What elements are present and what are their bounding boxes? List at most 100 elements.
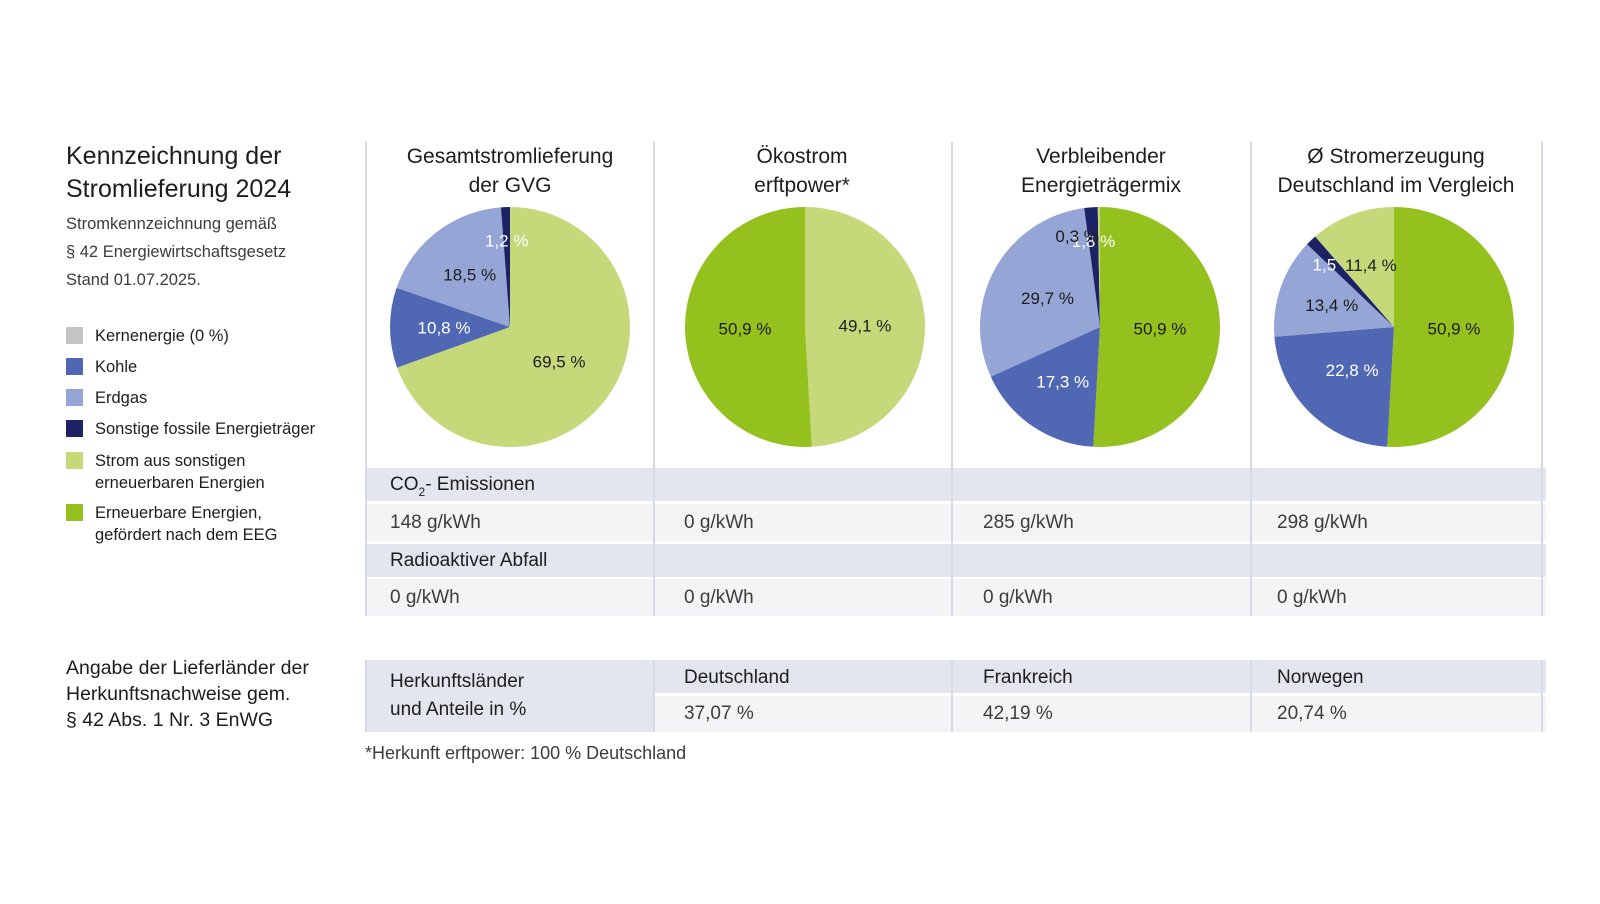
waste-header-band — [366, 544, 1546, 577]
chart-title-oekostrom: Ökostrom erftpower* — [672, 142, 932, 200]
pie-chart-verbleibender-mix: 50,9 % 17,3 % 29,7 % 1,8 %0,3 % — [980, 207, 1220, 447]
footnote: *Herkunft erftpower: 100 % Deutschland — [365, 743, 687, 763]
pie-slice — [1097, 207, 1100, 327]
column-divider — [365, 660, 367, 732]
pie-slice — [685, 207, 812, 447]
pie-slice-label: 1,8 % — [1072, 232, 1115, 251]
chart-title-line-1: Ökostrom — [756, 145, 848, 168]
column-divider — [1250, 142, 1252, 616]
column-divider — [1250, 660, 1252, 732]
origin-title-line-1: Angabe der Lieferländer der — [66, 657, 309, 679]
co2-header-band — [366, 468, 1546, 501]
legend-item-sonstige-fossile: Sonstige fossile Energieträger — [66, 418, 315, 440]
pie-slice-label: 17,3 % — [1036, 372, 1089, 391]
column-divider — [1541, 142, 1543, 616]
legend-swatch — [66, 358, 83, 375]
pie-slice-label: 11,4 % — [1345, 256, 1397, 275]
co2-value-oekostrom: 0 g/kWh — [684, 512, 754, 533]
pie-chart-gvg: 69,5 % 10,8 % 18,5 % 1,2 % — [390, 207, 630, 447]
legend-item-erdgas: Erdgas — [66, 387, 147, 409]
pie-slice — [1084, 207, 1100, 327]
page-subtitle: Stromkennzeichnung gemäß § 42 Energiewir… — [66, 210, 356, 294]
page-title: Kennzeichnung der Stromlieferung 2024 — [66, 140, 356, 206]
co2-value-gvg: 148 g/kWh — [390, 512, 481, 533]
pie-slice-label: 50,9 % — [1428, 320, 1481, 339]
legend-label: Kohle — [95, 358, 138, 376]
column-divider — [653, 142, 655, 616]
subtitle-line-2: § 42 Energiewirtschaftsgesetz — [66, 243, 287, 261]
page-title-line-2: Stromlieferung 2024 — [66, 175, 292, 203]
column-divider — [951, 142, 953, 616]
pie-slice — [980, 208, 1100, 377]
pie-slice — [805, 207, 926, 447]
country-frankreich: Frankreich — [983, 667, 1073, 688]
co2-label-subscript: 2 — [418, 485, 426, 499]
share-deutschland: 37,07 % — [684, 703, 754, 724]
page-title-line-1: Kennzeichnung der — [66, 142, 282, 170]
legend-swatch — [66, 389, 83, 406]
legend-label: Strom aus sonstigen erneuerbaren Energie… — [95, 452, 265, 492]
chart-title-line-1: Gesamtstromlieferung — [406, 145, 614, 168]
pie-slice — [1315, 207, 1394, 327]
chart-title-gvg: Gesamtstromlieferung der GVG — [380, 142, 640, 200]
waste-values-row — [366, 579, 1546, 616]
pie-chart-oekostrom: 49,1 % 50,9 % — [685, 207, 926, 447]
pie-chart-deutschland: 50,9 %22,8 %13,4 %1,5 %11,4 % — [1274, 207, 1514, 447]
pie-slice-label: 50,9 % — [719, 320, 772, 339]
chart-title-line-2: erftpower* — [754, 174, 850, 197]
chart-title-line-2: Energieträgermix — [1021, 174, 1181, 197]
origin-label-line-1: Herkunftsländer — [390, 671, 525, 692]
pie-slice — [1274, 327, 1394, 447]
chart-title-line-1: Verbleibender — [1036, 145, 1166, 168]
origin-title-line-2: Herkunftsnachweise gem. — [66, 683, 291, 705]
column-divider — [653, 660, 655, 732]
pie-slice-label: 13,4 % — [1305, 296, 1358, 315]
pie-slice — [1387, 207, 1514, 447]
pie-slice — [1093, 207, 1220, 447]
legend-item-eeg: Erneuerbare Energien, gefördert nach dem… — [66, 502, 278, 546]
legend-swatch — [66, 504, 83, 521]
legend-item-sonstige-erneuerbare: Strom aus sonstigen erneuerbaren Energie… — [66, 450, 265, 494]
pie-slice-label: 50,9 % — [1134, 320, 1187, 339]
pie-slice — [990, 327, 1100, 447]
column-divider — [951, 660, 953, 732]
waste-value-verbleibender-mix: 0 g/kWh — [983, 587, 1053, 608]
co2-value-deutschland: 298 g/kWh — [1277, 512, 1368, 533]
co2-label: CO2- Emissionen — [390, 474, 535, 499]
waste-label: Radioaktiver Abfall — [390, 550, 548, 571]
legend-swatch — [66, 420, 83, 437]
subtitle-line-3: Stand 01.07.2025. — [66, 271, 201, 289]
pie-slice-label: 18,5 % — [443, 266, 496, 285]
co2-values-row — [366, 504, 1546, 541]
pie-slice-label: 1,2 % — [485, 232, 528, 251]
country-norwegen: Norwegen — [1277, 667, 1364, 688]
pie-slice — [396, 207, 510, 327]
legend-swatch — [66, 452, 83, 469]
pie-slice-label: 29,7 % — [1021, 289, 1074, 308]
share-norwegen: 20,74 % — [1277, 703, 1347, 724]
chart-title-line-2: Deutschland im Vergleich — [1277, 174, 1515, 197]
pie-slice — [1307, 236, 1394, 327]
legend-label: Erneuerbare Energien, gefördert nach dem… — [95, 504, 278, 544]
pie-slice-label: 10,8 % — [418, 318, 471, 337]
pie-slice — [390, 287, 510, 368]
pie-slice-label: 69,5 % — [533, 353, 586, 372]
legend-label: Erdgas — [95, 389, 148, 407]
waste-value-deutschland: 0 g/kWh — [1277, 587, 1347, 608]
pie-slice-label: 0,3 % — [1055, 227, 1098, 246]
waste-value-oekostrom: 0 g/kWh — [684, 587, 754, 608]
co2-label-main: CO — [390, 474, 419, 495]
pie-slice-label: 49,1 % — [839, 316, 892, 335]
legend-item-kohle: Kohle — [66, 356, 137, 378]
origin-section-title: Angabe der Lieferländer der Herkunftsnac… — [66, 655, 356, 733]
pie-slice — [500, 207, 510, 327]
chart-title-deutschland: Ø Stromerzeugung Deutschland im Vergleic… — [1252, 142, 1540, 200]
origin-label: Herkunftsländer und Anteile in % — [390, 668, 526, 724]
legend-label: Kernenergie (0 %) — [95, 327, 229, 345]
legend-item-kernenergie: Kernenergie (0 %) — [66, 325, 229, 347]
chart-title-line-2: der GVG — [468, 174, 552, 197]
waste-value-gvg: 0 g/kWh — [390, 587, 460, 608]
chart-title-verbleibender-mix: Verbleibender Energieträgermix — [971, 142, 1231, 200]
pie-slice-label: 22,8 % — [1326, 361, 1379, 380]
chart-title-line-1: Ø Stromerzeugung — [1307, 145, 1485, 168]
